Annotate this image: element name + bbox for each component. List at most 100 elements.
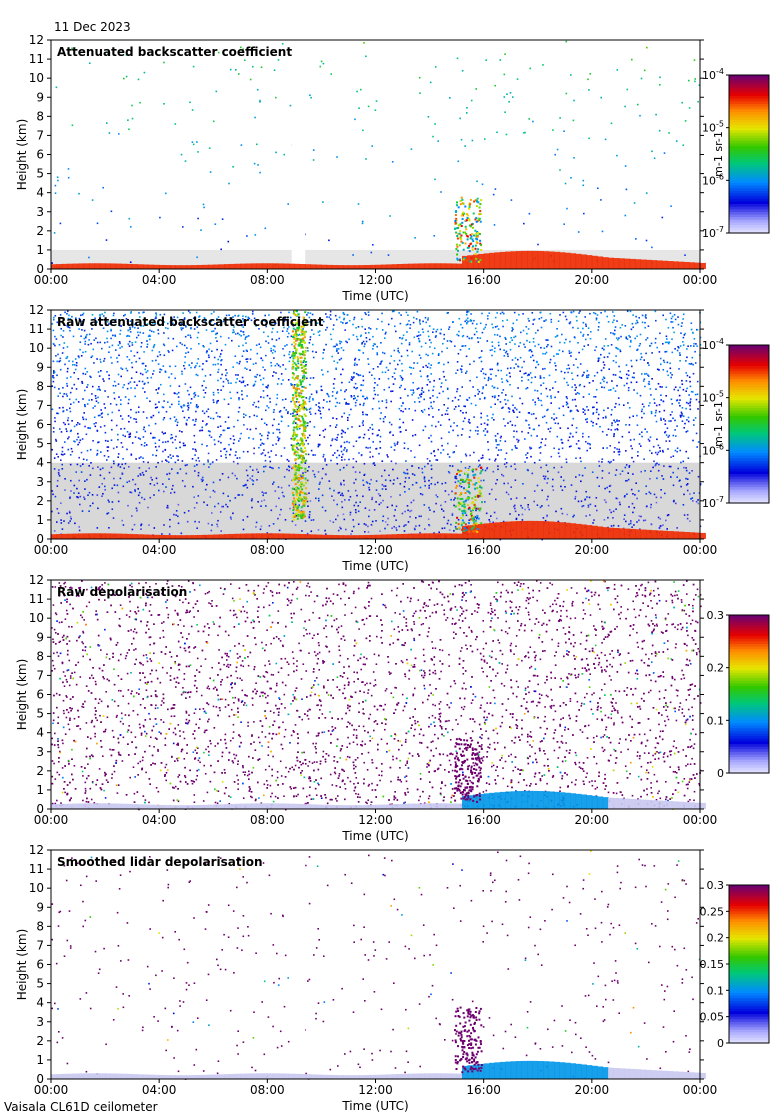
noise-speckle <box>51 40 701 269</box>
x-tick-label: 08:00 <box>250 813 285 827</box>
colorbar-segment <box>729 434 769 438</box>
colorbar-frame <box>728 344 770 504</box>
colorbar-segment <box>729 1003 769 1007</box>
colorbar-segment <box>729 206 769 210</box>
colorbar-segment <box>729 418 769 422</box>
y-tick-label: 9 <box>36 360 44 374</box>
colorbar-segment <box>729 182 769 187</box>
x-tick-label: 04:00 <box>142 1083 177 1097</box>
colorbar-segment <box>729 1008 769 1012</box>
colorbar-segment <box>729 180 769 184</box>
boundary-layer <box>51 790 706 809</box>
colorbar-segment <box>729 956 769 960</box>
colorbar-segment <box>729 431 769 436</box>
colorbar-segment <box>729 964 769 968</box>
x-tick-label: 12:00 <box>358 1083 393 1097</box>
colorbar-segment <box>729 659 769 663</box>
colorbar-segment <box>729 686 769 690</box>
colorbar-segment <box>729 122 769 126</box>
colorbar-tick-label: 0.1 <box>707 714 725 727</box>
colorbar-segment <box>729 492 769 496</box>
colorbar-segment <box>729 651 769 656</box>
colorbar-segment <box>729 762 769 766</box>
x-tick-label: 00:00 <box>34 813 69 827</box>
y-tick-label: 5 <box>36 437 44 451</box>
y-tick-label: 7 <box>36 398 44 412</box>
colorbar-segment <box>729 1029 769 1034</box>
x-tick-label: 12:00 <box>358 273 393 287</box>
colorbar-segment <box>729 699 769 703</box>
colorbar-segment <box>729 733 769 737</box>
colorbar-segment <box>729 694 769 698</box>
x-tick-label: 08:00 <box>250 543 285 557</box>
colorbar-segment <box>729 175 769 179</box>
colorbar-segment <box>729 384 769 388</box>
colorbar-segment <box>729 397 769 401</box>
colorbar-segment <box>729 106 769 110</box>
cloud-feature <box>454 466 483 533</box>
data-gap <box>291 40 306 269</box>
colorbar-tick-exponent: -7 <box>716 495 724 504</box>
boundary-layer <box>51 520 706 539</box>
colorbar-unit: m-1 sr-1 <box>712 131 725 177</box>
colorbar-segment <box>729 98 769 102</box>
colorbar-segment <box>729 987 769 991</box>
x-tick-label: 00:00 <box>683 813 718 827</box>
y-tick-label: 5 <box>36 707 44 721</box>
y-tick-label: 8 <box>36 109 44 123</box>
x-tick-label: 04:00 <box>142 813 177 827</box>
colorbar-segment <box>729 439 769 444</box>
colorbar-segment <box>729 728 769 732</box>
colorbar-segment <box>729 196 769 200</box>
colorbar-tick-label: 0.2 <box>707 662 725 675</box>
noise-speckle <box>51 580 702 811</box>
colorbar-segment <box>729 969 769 973</box>
colorbar-segment <box>729 1040 769 1044</box>
panel-title: Raw depolarisation <box>57 585 187 599</box>
colorbar-segment <box>729 707 769 711</box>
colorbar-segment <box>729 701 769 706</box>
colorbar-segment <box>729 979 769 984</box>
colorbar-segment <box>729 156 769 160</box>
colorbar-segment <box>729 188 769 192</box>
y-tick-label: 11 <box>29 862 44 876</box>
colorbar-segment <box>729 138 769 142</box>
colorbar-segment <box>729 985 769 989</box>
colorbar-tick-exponent: -5 <box>716 390 724 399</box>
colorbar-segment <box>729 429 769 433</box>
y-axis-label: Height (km) <box>15 389 29 460</box>
y-tick-label: 2 <box>36 494 44 508</box>
colorbar-segment <box>729 767 769 771</box>
colorbar-segment <box>729 146 769 150</box>
colorbar-tick-label: 0.1 <box>707 984 725 997</box>
plot-area <box>51 40 700 269</box>
colorbar-segment <box>729 452 769 457</box>
boundary-layer <box>51 1060 706 1079</box>
colorbar-segment <box>729 675 769 679</box>
colorbar-segment <box>729 101 769 105</box>
colorbar-segment <box>729 151 769 155</box>
colorbar-tick-label: 0 <box>717 1037 724 1050</box>
colorbar-segment <box>729 500 769 504</box>
x-tick-label: 00:00 <box>683 543 718 557</box>
colorbar-segment <box>729 937 769 941</box>
y-tick-label: 10 <box>29 881 44 895</box>
colorbar-segment <box>729 177 769 181</box>
colorbar-segment <box>729 392 769 396</box>
colorbar-segment <box>729 371 769 375</box>
colorbar-segment <box>729 1024 769 1028</box>
colorbar-segment <box>729 222 769 226</box>
colorbar-segment <box>729 219 769 224</box>
colorbar: 0.3 0.25 0.2 0.15 0.1 0.05 0 <box>700 879 770 1050</box>
y-tick-label: 9 <box>36 630 44 644</box>
colorbar-segment <box>729 132 769 137</box>
y-tick-label: 6 <box>36 148 44 162</box>
panel-title: Attenuated backscatter coefficient <box>57 45 292 59</box>
colorbar-segment <box>729 360 769 365</box>
colorbar-segment <box>729 135 769 139</box>
